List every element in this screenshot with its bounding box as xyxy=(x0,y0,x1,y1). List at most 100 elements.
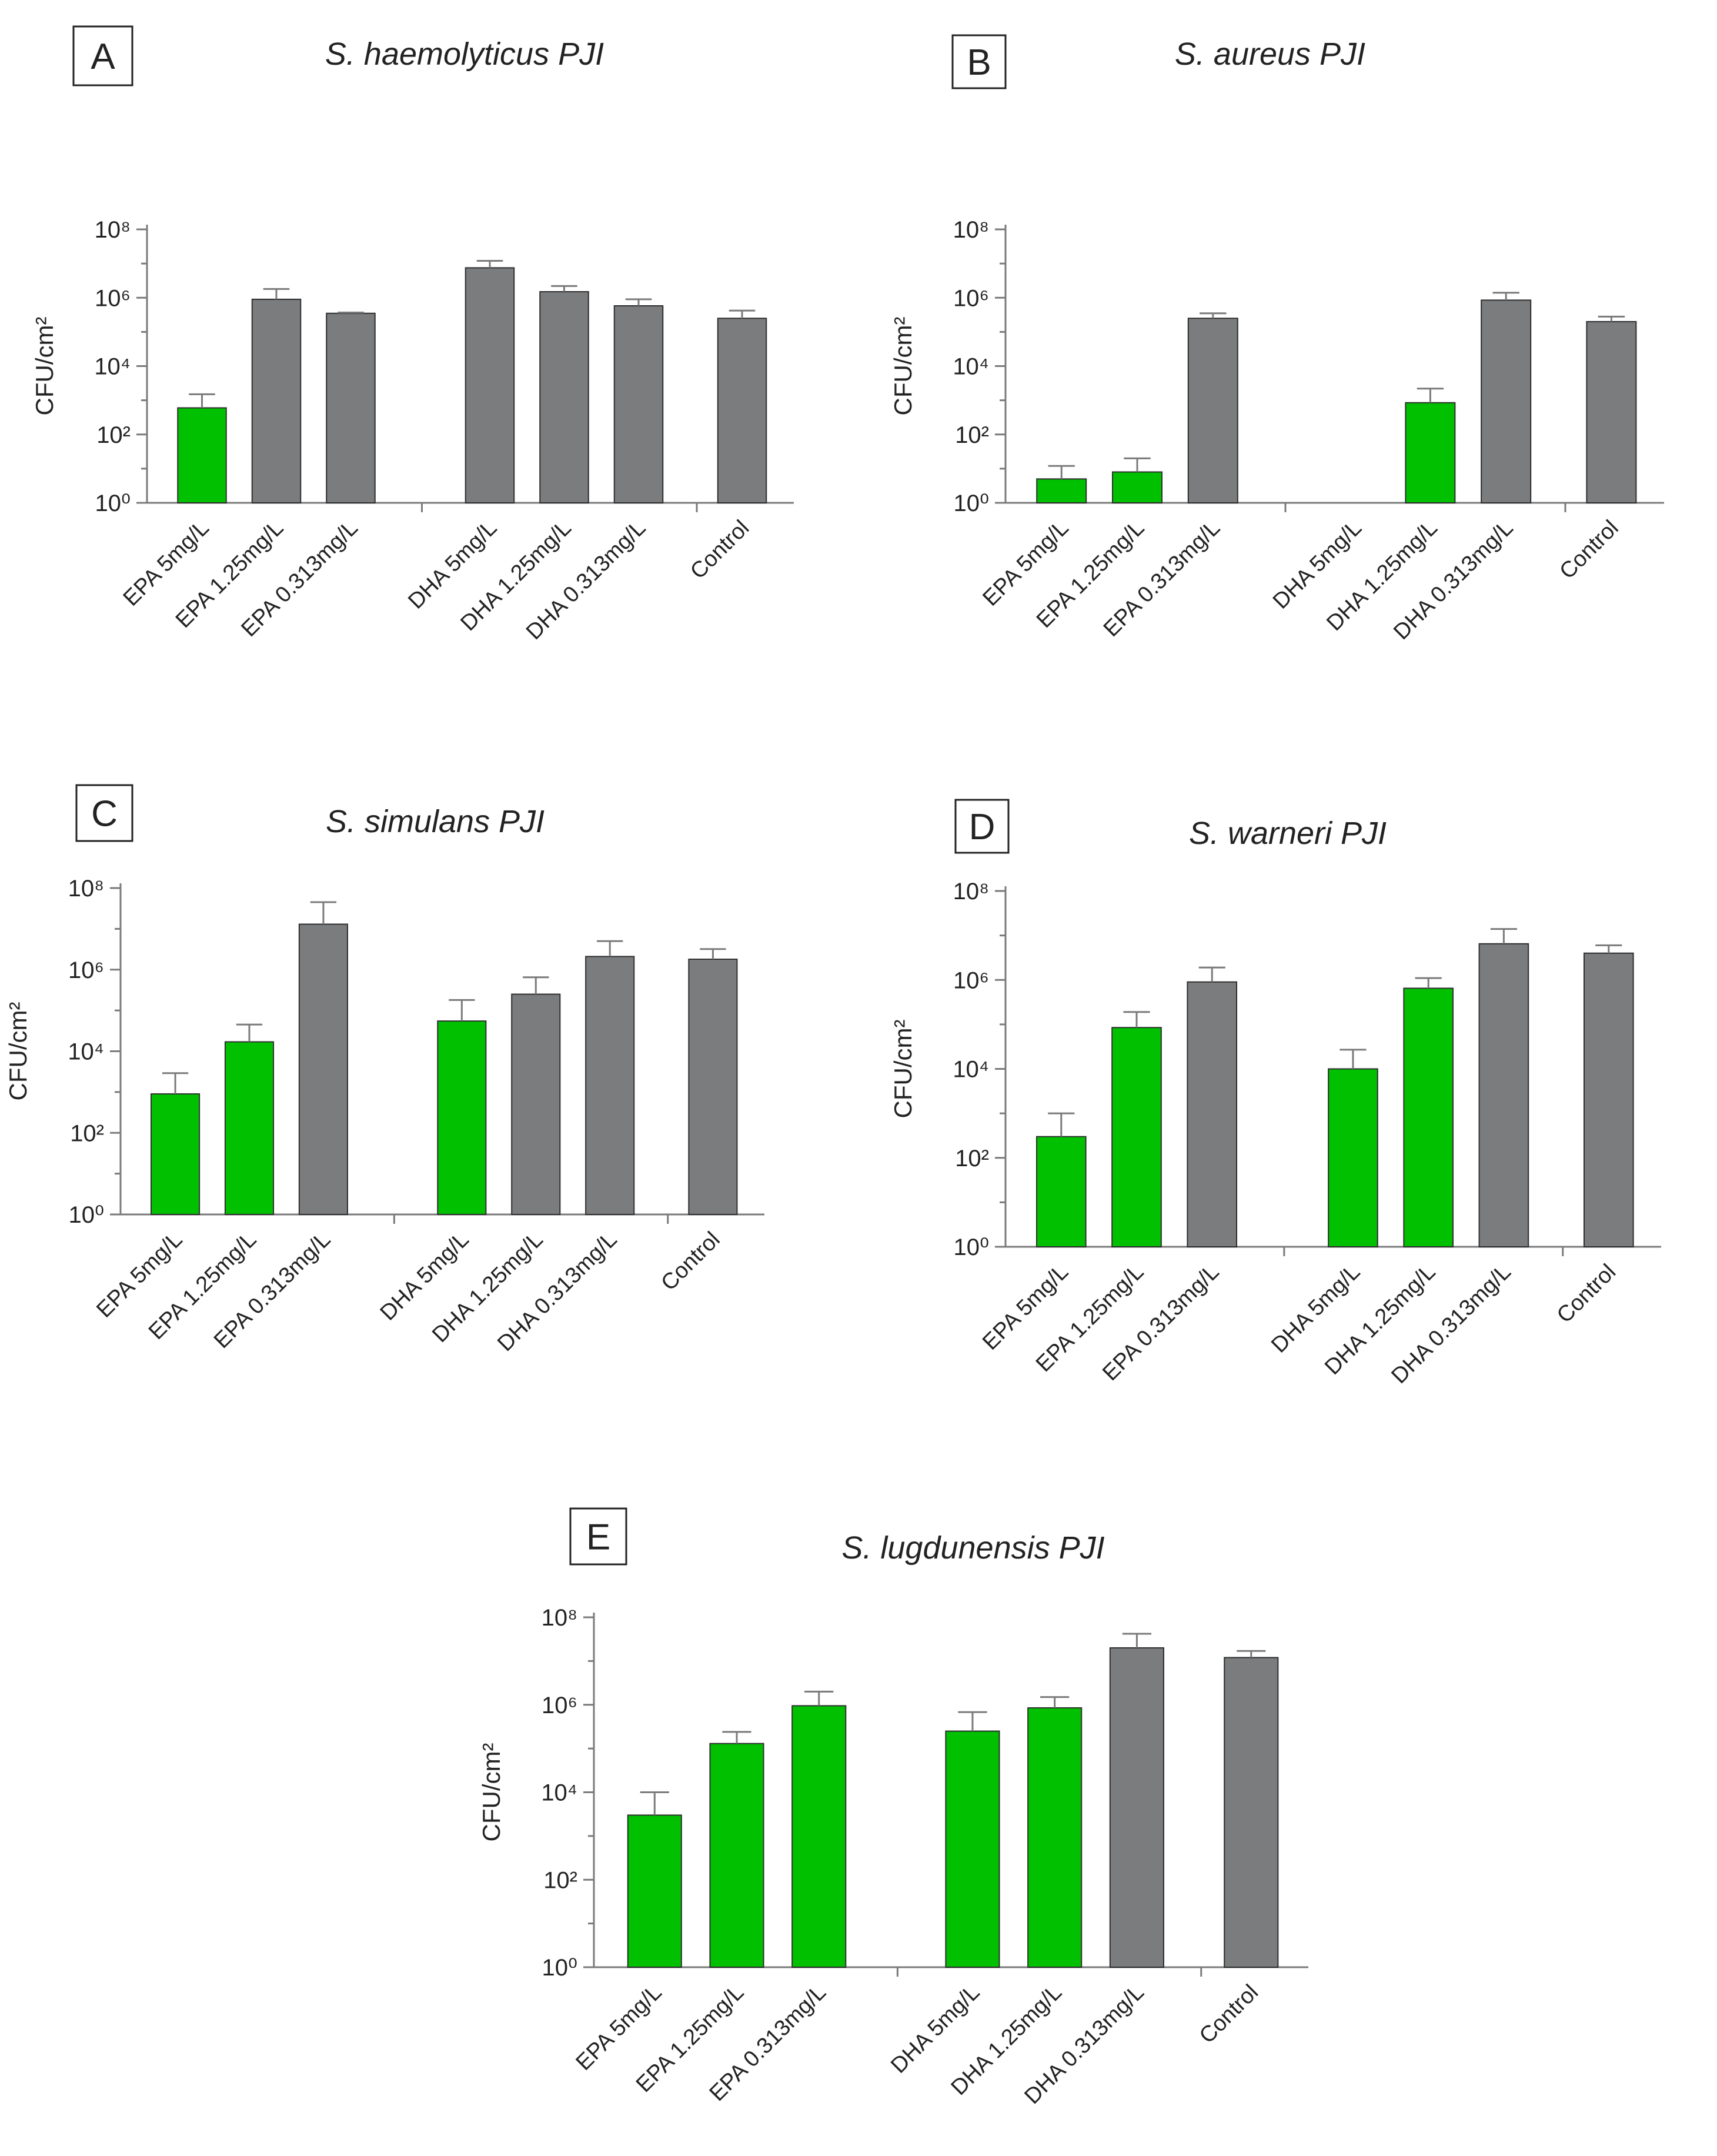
panel-letter-box xyxy=(954,799,1010,854)
error-bar xyxy=(523,976,549,994)
error-bar xyxy=(640,1791,669,1815)
panel-letter-box xyxy=(569,1507,627,1566)
y-tick-label: 10⁸ xyxy=(953,879,989,905)
bar xyxy=(326,312,376,503)
error-bar xyxy=(1490,928,1517,944)
y-tick-label: 10⁶ xyxy=(953,285,989,311)
error-bar xyxy=(1492,292,1519,301)
bar xyxy=(465,267,515,503)
error-bar xyxy=(722,1731,751,1744)
error-bar xyxy=(1415,977,1442,989)
bar xyxy=(437,1020,487,1215)
panel-letter-box xyxy=(75,784,133,842)
y-tick-label: 10² xyxy=(70,1120,104,1146)
bar xyxy=(1583,952,1634,1248)
x-tick-label: Control xyxy=(656,1227,724,1296)
bar xyxy=(717,318,767,503)
y-tick-label: 10⁰ xyxy=(95,490,131,516)
error-bar xyxy=(1417,388,1444,403)
y-tick-label: 10⁶ xyxy=(542,1693,577,1718)
error-bar xyxy=(1200,312,1227,319)
error-bar xyxy=(804,1690,834,1706)
bar xyxy=(1403,987,1454,1247)
y-tick-label: 10⁶ xyxy=(68,957,104,983)
panel-letter-box xyxy=(72,25,133,86)
y-tick-label: 10⁴ xyxy=(541,1780,577,1806)
error-bar xyxy=(551,285,577,292)
chart-title: S. warneri PJI xyxy=(1189,816,1387,851)
bar xyxy=(945,1730,1000,1968)
error-bar xyxy=(1040,1696,1070,1708)
bar xyxy=(1112,471,1163,503)
bar xyxy=(1481,299,1532,503)
error-bar xyxy=(1198,966,1225,982)
y-axis-label: CFU/cm² xyxy=(889,1020,917,1119)
error-bar xyxy=(310,901,337,925)
bar xyxy=(539,291,589,503)
error-bar xyxy=(1598,315,1625,322)
chart-title: S. lugdunensis PJI xyxy=(841,1530,1104,1566)
bar xyxy=(1328,1068,1378,1247)
bar xyxy=(251,298,302,503)
bar xyxy=(709,1743,764,1968)
y-tick-label: 10⁰ xyxy=(953,1234,989,1260)
chart-title: S. haemolyticus PJI xyxy=(325,36,604,72)
panel-letter-box xyxy=(951,34,1007,89)
y-axis-label: CFU/cm² xyxy=(31,317,58,416)
panel-a: A S. haemolyticus PJI CFU/cm² 10⁰ 10² 10⁴ 10⁶ 1… xyxy=(31,25,794,645)
bar xyxy=(1111,1027,1162,1247)
y-tick-label: 10⁰ xyxy=(953,490,989,516)
bar xyxy=(151,1093,201,1216)
panel-e: E S. lugdunensis PJI CFU/cm² 10⁰ 10² 10⁴ 10⁶ 10… xyxy=(477,1507,1308,2109)
bar xyxy=(1109,1647,1164,1968)
bar xyxy=(224,1041,275,1215)
bar xyxy=(511,993,561,1216)
bar xyxy=(688,959,738,1216)
error-bar xyxy=(263,288,290,299)
bar xyxy=(627,1814,682,1968)
panel-letter: B xyxy=(967,42,991,83)
error-bar xyxy=(1048,465,1075,479)
error-bar xyxy=(236,1023,263,1042)
error-bar xyxy=(597,940,623,957)
error-bar xyxy=(1124,457,1151,472)
error-bar xyxy=(1339,1049,1367,1069)
panel-letter: A xyxy=(91,36,115,77)
y-tick-label: 10² xyxy=(543,1867,577,1893)
y-tick-label: 10⁰ xyxy=(68,1202,104,1228)
bar xyxy=(1035,1136,1087,1248)
y-axis-label: CFU/cm² xyxy=(889,317,917,416)
error-bar xyxy=(729,309,756,319)
panel-letter: C xyxy=(91,794,118,835)
error-bar xyxy=(1123,1011,1150,1028)
bar xyxy=(1224,1657,1279,1968)
bar xyxy=(298,923,348,1216)
bar xyxy=(1036,478,1087,504)
panel-letter: D xyxy=(969,807,996,847)
y-tick-label: 10⁸ xyxy=(68,876,104,902)
chart-title: S. simulans PJI xyxy=(326,804,545,839)
error-bar xyxy=(625,298,652,306)
panel-c: C S. simulans PJICFU/cm²10⁰10²10⁴10⁶10⁸EP… xyxy=(4,784,764,1356)
y-tick-label: 10⁶ xyxy=(953,967,989,993)
y-tick-label: 10² xyxy=(955,422,989,448)
panel-d: D S. warneri PJICFU/cm²10⁰10²10⁴10⁶10⁸EPA… xyxy=(889,799,1661,1389)
error-bar xyxy=(338,311,364,313)
y-tick-label: 10⁸ xyxy=(953,217,989,243)
bar xyxy=(1405,402,1456,504)
x-tick-label: Control xyxy=(1552,1260,1621,1328)
error-bar xyxy=(1122,1633,1152,1648)
y-tick-label: 10⁴ xyxy=(953,1057,989,1083)
x-tick-label: Control xyxy=(1195,1980,1263,2048)
bar xyxy=(1027,1707,1083,1968)
error-bar xyxy=(700,948,726,960)
x-tick-label: Control xyxy=(686,516,754,584)
y-tick-label: 10⁸ xyxy=(542,1605,577,1631)
bar xyxy=(177,407,227,503)
bar xyxy=(1586,321,1637,503)
y-axis-label: CFU/cm² xyxy=(477,1743,505,1842)
y-tick-label: 10² xyxy=(96,422,131,448)
bar xyxy=(1187,318,1238,503)
y-tick-label: 10⁰ xyxy=(542,1955,577,1981)
